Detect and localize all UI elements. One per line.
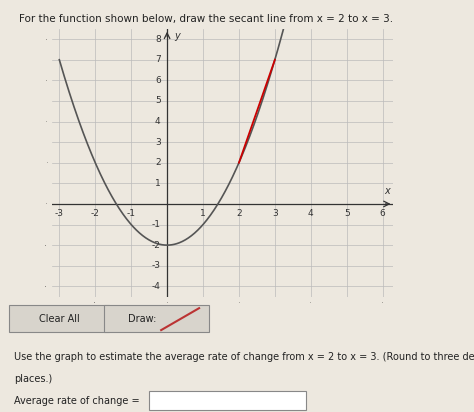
- Text: 3: 3: [272, 209, 278, 218]
- Text: 2: 2: [236, 209, 242, 218]
- Text: 2: 2: [155, 158, 161, 167]
- Text: -4: -4: [152, 282, 161, 291]
- Text: -3: -3: [55, 209, 64, 218]
- Text: -1: -1: [127, 209, 136, 218]
- Text: Average rate of change =: Average rate of change =: [14, 396, 140, 406]
- Text: 1: 1: [200, 209, 206, 218]
- Text: -2: -2: [152, 241, 161, 250]
- Text: -1: -1: [152, 220, 161, 229]
- Text: 5: 5: [344, 209, 350, 218]
- Text: places.): places.): [14, 374, 53, 384]
- Text: 7: 7: [155, 55, 161, 64]
- Text: Use the graph to estimate the average rate of change from x = 2 to x = 3. (Round: Use the graph to estimate the average ra…: [14, 352, 474, 362]
- Text: Clear All: Clear All: [39, 314, 80, 323]
- Text: For the function shown below, draw the secant line from x = 2 to x = 3.: For the function shown below, draw the s…: [19, 14, 393, 24]
- Text: 1: 1: [155, 179, 161, 188]
- Text: 5: 5: [155, 96, 161, 105]
- Text: y: y: [174, 31, 180, 41]
- Text: 6: 6: [380, 209, 385, 218]
- Text: x: x: [384, 186, 390, 196]
- Text: 4: 4: [308, 209, 314, 218]
- Text: 3: 3: [155, 138, 161, 147]
- Text: -3: -3: [152, 261, 161, 270]
- FancyBboxPatch shape: [104, 305, 209, 332]
- Text: 6: 6: [155, 76, 161, 85]
- Text: Draw:: Draw:: [128, 314, 156, 323]
- FancyBboxPatch shape: [9, 305, 109, 332]
- FancyBboxPatch shape: [149, 391, 306, 410]
- Text: -2: -2: [91, 209, 100, 218]
- Text: 4: 4: [155, 117, 161, 126]
- Text: 8: 8: [155, 35, 161, 44]
